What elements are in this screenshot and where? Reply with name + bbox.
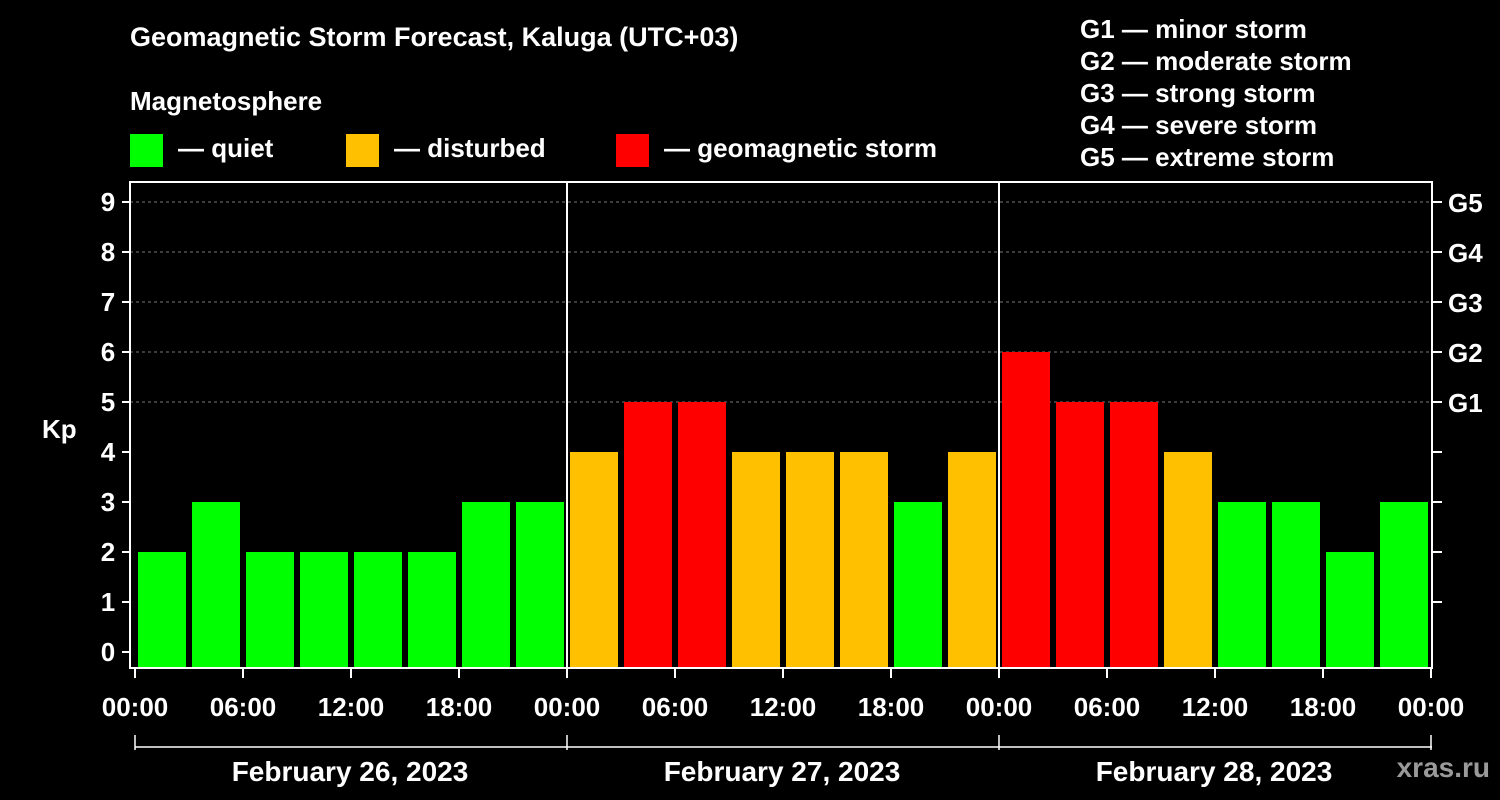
bar-20 [1218, 502, 1266, 667]
bar-13 [840, 452, 888, 667]
y-tick-label-5: 5 [101, 387, 115, 417]
right-axis-label-g3: G3 [1448, 288, 1483, 318]
x-tick-label-11: 18:00 [1290, 692, 1357, 722]
legend-swatch-storm [616, 134, 649, 167]
g-scale-g1: G1 — minor storm [1080, 14, 1307, 44]
site-watermark: xras.ru [1396, 752, 1490, 783]
y-tick-label-7: 7 [101, 287, 115, 317]
bar-19 [1164, 452, 1212, 667]
legend-label-disturbed: — disturbed [394, 133, 546, 163]
legend-label-quiet: — quiet [178, 133, 274, 163]
x-tick-label-5: 06:00 [642, 692, 709, 722]
x-tick-label-10: 12:00 [1182, 692, 1249, 722]
g-scale-g4: G4 — severe storm [1080, 110, 1318, 140]
x-tick-label-1: 06:00 [210, 692, 277, 722]
bar-3 [300, 552, 348, 667]
day-label-2: February 28, 2023 [1096, 756, 1333, 787]
bar-21 [1272, 502, 1320, 667]
right-axis-label-g2: G2 [1448, 338, 1483, 368]
y-tick-label-9: 9 [101, 187, 115, 217]
bar-7 [516, 502, 564, 667]
x-tick-label-12: 00:00 [1398, 692, 1465, 722]
bar-15 [948, 452, 996, 667]
x-tick-label-9: 06:00 [1074, 692, 1141, 722]
y-tick-label-0: 0 [101, 637, 115, 667]
right-axis-label-g1: G1 [1448, 388, 1483, 418]
legend-heading: Magnetosphere [130, 86, 323, 116]
right-axis-label-g5: G5 [1448, 188, 1483, 218]
right-axis-label-g4: G4 [1448, 238, 1483, 268]
x-tick-label-6: 12:00 [750, 692, 817, 722]
g-scale-g5: G5 — extreme storm [1080, 142, 1335, 172]
g-scale-g2: G2 — moderate storm [1080, 46, 1352, 76]
y-tick-label-8: 8 [101, 237, 115, 267]
y-tick-label-1: 1 [101, 587, 115, 617]
legend-label-storm: — geomagnetic storm [664, 133, 938, 163]
bar-23 [1380, 502, 1428, 667]
y-tick-label-2: 2 [101, 537, 115, 567]
day-label-0: February 26, 2023 [232, 756, 469, 787]
bar-9 [624, 402, 672, 667]
bar-12 [786, 452, 834, 667]
chart-title: Geomagnetic Storm Forecast, Kaluga (UTC+… [130, 22, 739, 52]
bar-22 [1326, 552, 1374, 667]
bar-18 [1110, 402, 1158, 667]
bar-4 [354, 552, 402, 667]
bar-5 [408, 552, 456, 667]
x-tick-label-0: 00:00 [102, 692, 169, 722]
bar-6 [462, 502, 510, 667]
bar-11 [732, 452, 780, 667]
y-tick-label-3: 3 [101, 487, 115, 517]
day-label-1: February 27, 2023 [664, 756, 901, 787]
x-tick-label-7: 18:00 [858, 692, 925, 722]
bar-8 [570, 452, 618, 667]
x-tick-label-4: 00:00 [534, 692, 601, 722]
g-scale-g3: G3 — strong storm [1080, 78, 1316, 108]
x-tick-label-2: 12:00 [318, 692, 385, 722]
bar-14 [894, 502, 942, 667]
bar-2 [246, 552, 294, 667]
bar-1 [192, 502, 240, 667]
bar-10 [678, 402, 726, 667]
plot-frame [129, 181, 1433, 669]
y-tick-label-4: 4 [101, 437, 116, 467]
bar-17 [1056, 402, 1104, 667]
x-tick-label-8: 00:00 [966, 692, 1033, 722]
x-tick-label-3: 18:00 [426, 692, 493, 722]
legend-swatch-quiet [130, 134, 163, 167]
legend-swatch-disturbed [346, 134, 379, 167]
y-tick-label-6: 6 [101, 337, 115, 367]
bar-16 [1002, 352, 1050, 667]
y-axis-label: Kp [42, 414, 77, 444]
bar-0 [138, 552, 186, 667]
